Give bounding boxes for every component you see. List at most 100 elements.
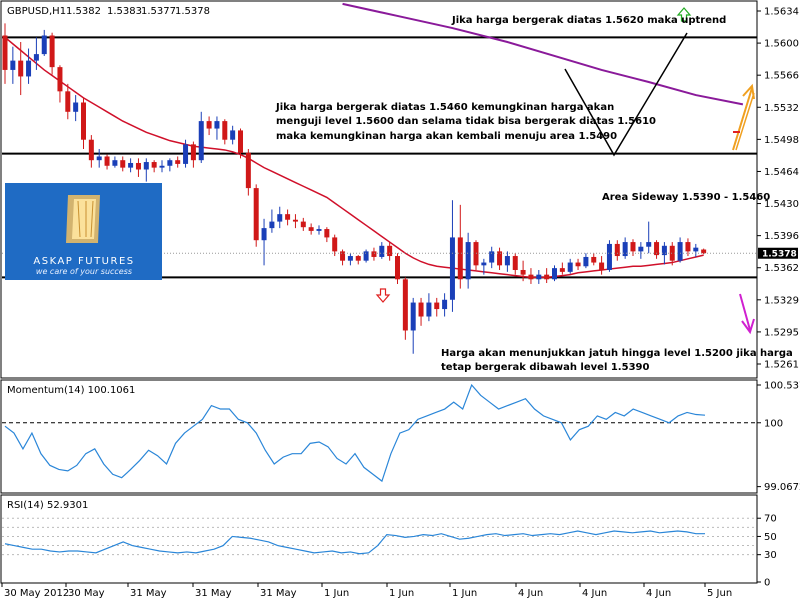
- candle-body: [308, 227, 314, 231]
- x-tick-label: 30 May 2012: [4, 588, 69, 599]
- bullish-candle: [552, 265, 557, 282]
- x-tick-label: 4 Jun: [518, 588, 543, 599]
- candle-body: [552, 268, 557, 280]
- bearish-candle: [559, 262, 565, 275]
- bearish-candle: [654, 240, 660, 259]
- price-tick-label: 1.5634: [764, 7, 799, 18]
- candle-body: [504, 256, 510, 266]
- x-tick-label: 5 Jun: [707, 588, 732, 599]
- candle-body: [128, 162, 134, 168]
- candle-body: [599, 262, 605, 270]
- rsi-tick-label: 30: [764, 550, 777, 561]
- candle-body: [222, 121, 228, 140]
- candle-body: [41, 35, 47, 55]
- bearish-candle: [520, 260, 526, 282]
- ohlc-open: 1.5382: [66, 6, 101, 17]
- bearish-candle: [685, 238, 691, 257]
- bullish-candle: [143, 158, 149, 182]
- x-tick-label: 31 May: [260, 588, 297, 599]
- bullish-candle: [277, 206, 283, 229]
- x-tick-label: 1 Jun: [452, 588, 477, 599]
- bullish-candle: [96, 149, 102, 168]
- candle-body: [151, 162, 157, 168]
- price-tick-label: 1.5396: [764, 231, 799, 242]
- bullish-candle: [269, 209, 275, 233]
- bullish-candle: [379, 242, 385, 259]
- candle-body: [81, 102, 86, 140]
- bullish-candle: [128, 158, 134, 173]
- candle-body: [606, 243, 612, 270]
- price-axis-ticks: 1.5634 1.5600 1.5566 1.5532 1.5498 1.5464 1.54…: [757, 7, 799, 371]
- candle-body: [654, 242, 660, 256]
- bullish-candle: [489, 246, 495, 269]
- bullish-candle: [661, 242, 667, 265]
- bearish-candle: [614, 240, 620, 261]
- bearish-candle: [418, 297, 424, 326]
- candle-body: [622, 242, 628, 257]
- x-tick-label: 31 May: [130, 588, 167, 599]
- candle-body: [457, 237, 463, 280]
- candles: [2, 23, 707, 354]
- candle-body: [96, 156, 102, 161]
- bullish-candle: [677, 237, 683, 263]
- price-tick-label: 1.5532: [764, 103, 799, 114]
- candle-body: [685, 242, 691, 252]
- candle-body: [544, 274, 550, 280]
- bearish-candle: [104, 154, 110, 170]
- candle-body: [442, 299, 448, 310]
- bearish-candle: [497, 247, 503, 270]
- candle-body: [65, 91, 71, 112]
- bearish-candle: [528, 268, 534, 284]
- bearish-candle: [190, 141, 196, 168]
- bullish-candle: [41, 29, 47, 56]
- bearish-candle: [544, 268, 550, 284]
- red-ma-path: [4, 36, 704, 279]
- bullish-candle: [198, 111, 204, 163]
- logo-emblem-icon: [66, 195, 100, 243]
- candle-body: [49, 35, 55, 68]
- bullish-candle: [73, 95, 79, 122]
- candle-body: [104, 156, 110, 166]
- x-tick-label: 31 May: [195, 588, 232, 599]
- candle-body: [363, 251, 369, 261]
- bullish-candle: [183, 139, 189, 168]
- bearish-candle: [2, 23, 8, 84]
- candle-body: [340, 251, 346, 261]
- price-tick-label: 1.5498: [764, 135, 799, 146]
- x-tick-label: 4 Jun: [646, 588, 671, 599]
- candle-body: [2, 35, 8, 70]
- candle-body: [614, 243, 620, 257]
- candle-body: [355, 256, 361, 261]
- candle-body: [73, 102, 79, 112]
- candle-body: [536, 274, 542, 280]
- candle-body: [206, 121, 212, 129]
- bullish-candle: [449, 200, 455, 312]
- candle-body: [300, 221, 306, 228]
- candle-body: [591, 256, 597, 263]
- bearish-candle: [434, 297, 440, 317]
- bullish-candle: [622, 237, 628, 259]
- candle-body: [528, 274, 534, 280]
- bullish-candle: [33, 37, 39, 70]
- candle-body: [120, 160, 126, 168]
- annotation-scenario-line-2: menguji level 1.5600 dan selama tidak bi…: [276, 116, 656, 127]
- candle-body: [481, 262, 487, 266]
- bearish-candle: [65, 83, 71, 120]
- bearish-candle: [292, 214, 298, 229]
- candle-body: [693, 247, 699, 252]
- ohlc-high: 1.5383: [107, 6, 142, 17]
- bullish-candle: [159, 160, 165, 173]
- candle-body: [661, 245, 667, 256]
- candle-body: [159, 165, 165, 168]
- bearish-candle: [308, 223, 314, 235]
- candle-body: [253, 188, 259, 241]
- candle-body: [10, 60, 16, 70]
- logo-brand: ASKAP FUTURES: [33, 256, 134, 267]
- candle-body: [465, 242, 471, 280]
- rsi-path: [4, 530, 705, 555]
- rsi-panel-frame: [0, 494, 758, 584]
- bearish-candle: [701, 248, 707, 255]
- bearish-candle: [300, 217, 306, 231]
- ohlc-close: 1.5378: [175, 6, 210, 17]
- candle-body: [379, 245, 385, 257]
